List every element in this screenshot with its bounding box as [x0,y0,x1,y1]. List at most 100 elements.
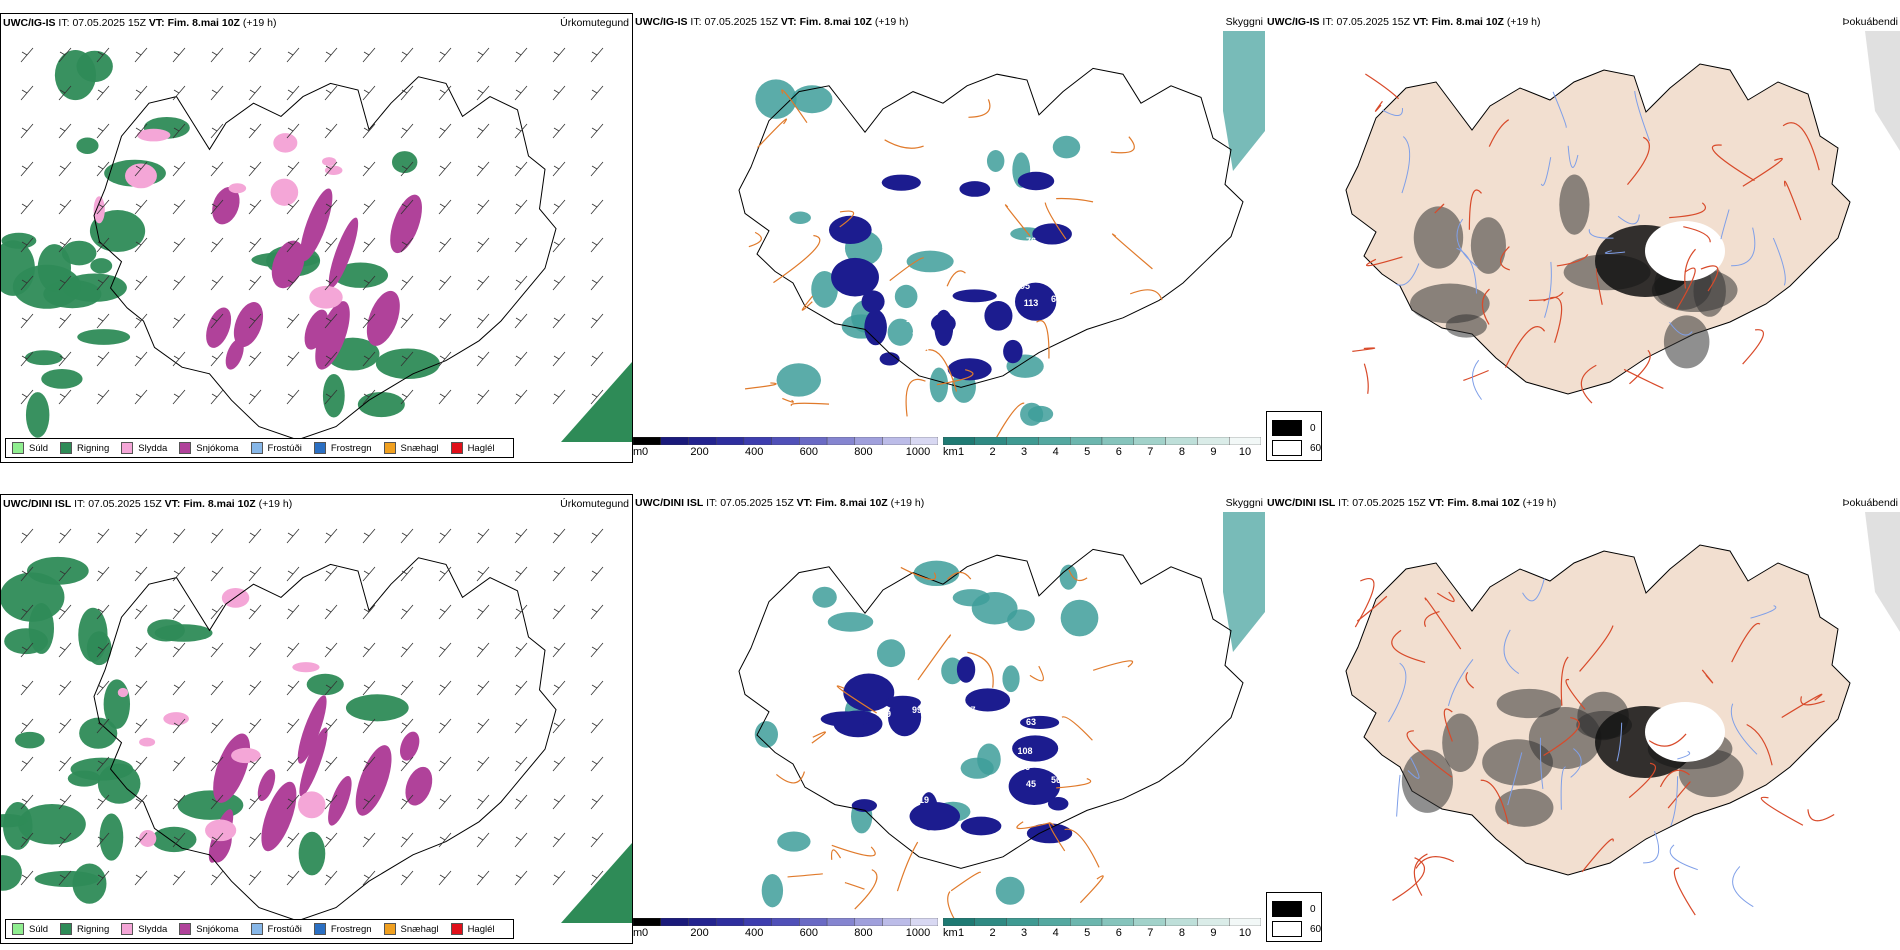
wind-barb [248,870,262,886]
sleet-area [125,163,157,189]
wind-barb [20,870,34,886]
cloud-base-label: 99 [912,705,922,715]
rain-area [298,831,326,876]
cloud-area [1059,564,1078,590]
cloud-base-label: 81 [704,598,714,608]
wind-barb [362,832,376,848]
river [1617,214,1640,225]
panel-title: Úrkomutegund [560,17,629,29]
precip-legend: Súld Rigning Slydda Snjókoma Frostúði Frostre… [5,919,514,939]
wind-barb [172,237,186,253]
cloud-area [1020,402,1044,426]
wind-barb [438,389,452,405]
fog-legend-item: 0 [1272,901,1316,917]
colorbar-tick: 600 [799,927,818,939]
panel-header: UWC/IG-IS IT: 07.05.2025 15Z VT: Fim. 8.… [3,17,277,29]
river [1507,752,1523,806]
colorbar-tick: 200 [690,446,709,458]
wind-barb [58,47,72,63]
wind-barb [248,718,262,734]
rain-area [345,694,409,722]
wind-barb [552,275,566,291]
snow-area [355,745,392,816]
river [1522,578,1545,602]
coastline [93,557,557,922]
wind-barb [476,351,490,367]
wind-barb [286,47,300,63]
cloud-area-dense [1017,171,1055,191]
wind-barb [286,389,300,405]
wind-barb [552,389,566,405]
rain-area [79,717,118,749]
panel-title: Þokuábendi [1842,16,1898,28]
road [1684,248,1696,289]
road [831,844,876,857]
wind-barb [552,794,566,810]
river [1472,359,1482,400]
wind-barb [96,237,110,253]
wind-barb [552,161,566,177]
road [1415,856,1455,869]
wind-barb [362,566,376,582]
wind-barb [552,870,566,886]
cloud-area [876,639,906,668]
colorbar-km-segment [1006,918,1039,926]
wind-barb [552,566,566,582]
legend-item: Slydda [121,442,167,454]
wind-barb [210,123,224,139]
fog-legend-item: 0 [1272,420,1316,436]
colorbar-tick: 0 [641,927,649,939]
road [1079,875,1104,904]
colorbar-tick: 9 [1210,927,1217,939]
sleet-area [270,178,299,206]
wind-barb [58,161,72,177]
wind-barb [210,604,224,620]
snow-area [233,302,264,348]
rain-area [306,673,344,696]
wind-barb [96,47,110,63]
snow-area [225,339,244,370]
wind-barb [514,123,528,139]
wind-barb [210,832,224,848]
wind-barb [248,528,262,544]
fog-legend-label: 0 [1310,903,1316,915]
colorbar-km-unit: km [943,927,958,939]
wind-barb [134,237,148,253]
fog-area [1410,283,1490,324]
cloud-area [789,211,811,224]
cloud-area [761,874,784,908]
fog-legend-swatch [1272,420,1302,436]
wind-barb [20,161,34,177]
cloud-area-dense [820,711,872,727]
legend-item: Haglél [450,923,495,935]
wind-barb [362,275,376,291]
wind-barb [20,718,34,734]
wind-barb [362,870,376,886]
colorbar-m-segment [826,918,856,926]
cloud-area [827,612,874,632]
wind-barb [286,161,300,177]
road [1504,326,1546,368]
glacier [1645,702,1725,762]
legend-swatch [179,923,192,935]
legend-label: Haglél [467,442,495,454]
cloud-area-dense [947,358,992,381]
cloud-area [887,318,914,346]
cloud-area-dense [1012,735,1059,762]
road [1626,136,1650,185]
fog-area [1413,206,1464,269]
colorbar-km-segment [1229,437,1261,445]
wind-barb [58,528,72,544]
road [1068,569,1088,582]
wind-barb [324,528,338,544]
wind-barb [172,832,186,848]
road [1629,349,1651,385]
river [1401,136,1411,194]
road [1468,189,1482,230]
cloud-area-dense [1032,223,1072,245]
colorbar-m-segment [660,437,689,445]
road [1424,597,1462,650]
wind-barb [552,351,566,367]
road [1463,369,1489,381]
